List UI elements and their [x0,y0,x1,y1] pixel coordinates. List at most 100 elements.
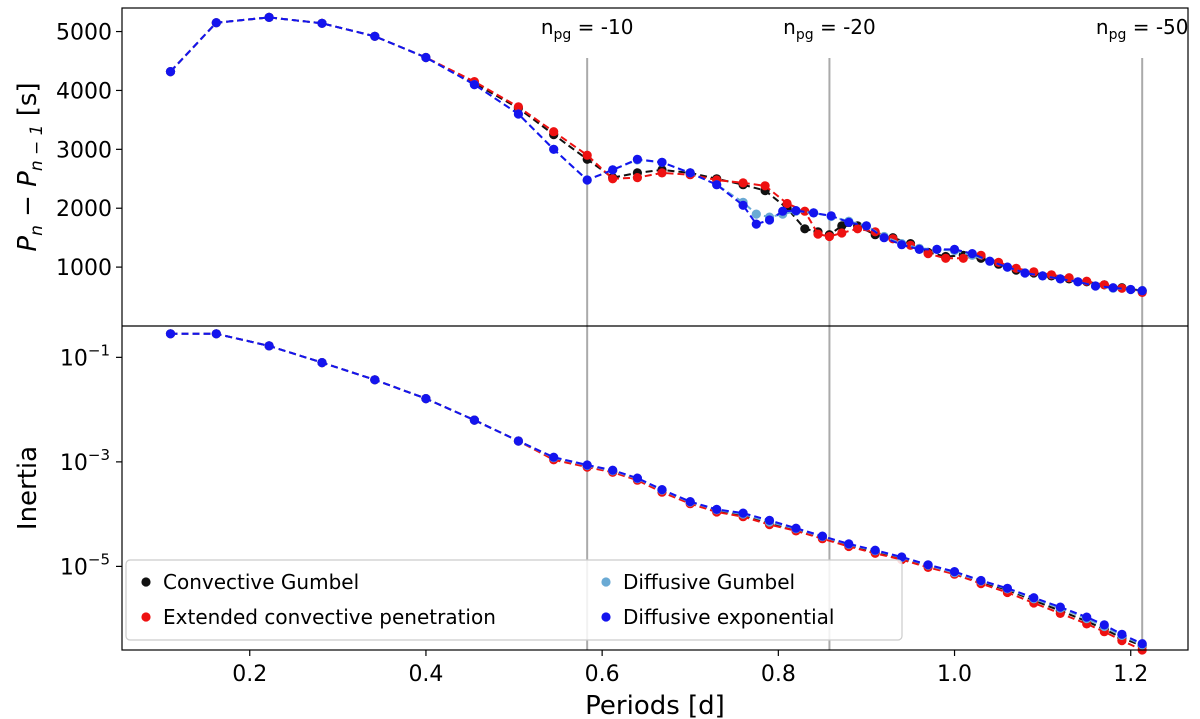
top-series-1-point-21 [837,221,847,231]
bottom-series-4-point-21 [897,552,907,562]
top-series-4-point-10 [608,165,618,175]
x-tick-label-4: 1.0 [937,662,972,687]
top-panel-series [165,12,1147,297]
top-series-4-point-22 [844,217,854,227]
top-series-2-point-16 [760,181,770,191]
top-series-4-point-28 [949,244,960,254]
top-series-4-point-12 [657,157,667,167]
top-series-2-line [169,16,1143,294]
top-series-4-point-13 [685,168,695,178]
top-series-2-point-37 [1117,283,1127,293]
top-series-4-point-9 [582,175,592,185]
top-series-4-point-29 [967,249,977,259]
bottom-series-4-point-4 [370,375,380,385]
top-series-4-point-0 [165,67,176,77]
top-series-4-point-30 [985,256,995,266]
top-series-2-point-7 [513,102,524,112]
bottom-series-4-point-24 [976,575,986,586]
top-series-4-point-24 [879,233,889,243]
bottom-series-4-point-13 [685,497,695,507]
top-series-4-line [169,16,1143,292]
bottom-series-4-line [170,332,1143,645]
top-series-2-point-26 [923,249,933,259]
top-series-2-point-22 [853,224,863,234]
x-tick-label-2: 0.6 [585,662,620,687]
top-series-4-point-3 [317,18,327,28]
bottom-series-4-point-11 [632,473,643,483]
top-series-4-point-19 [791,206,801,216]
top-series-4-point-20 [809,208,819,218]
top-series-4-point-39 [1137,286,1147,296]
top-series-4-point-2 [264,12,274,22]
top-series-4-point-25 [897,240,907,250]
top-series-4-point-7 [513,109,524,119]
bottom-series-4-point-6 [469,415,479,425]
top-series-4-point-11 [632,154,643,164]
top-series-4-point-16 [751,219,761,229]
bottom-series-4-point-8 [549,452,559,462]
top-y-tick-label-1: 2000 [56,197,112,222]
top-series-2-point-8 [549,127,559,137]
bottom-series-4-point-25 [1002,583,1013,593]
x-tick-label-5: 1.2 [1113,662,1148,687]
axes [116,7,1189,656]
x-tick-label-3: 0.8 [761,662,796,687]
top-series-4-point-14 [712,180,722,190]
top-series-2-point-15 [738,178,748,188]
top-series-4-point-38 [1126,284,1136,295]
axes-frame [121,7,1189,651]
top-series-4-point-23 [861,221,872,231]
bottom-series-4-point-9 [582,460,592,470]
axis-labels: npg = -10 npg = -20 npg = -50 0.2 0.4 0.6 0.8 1… [13,15,1188,719]
legend-marker-4 [601,612,611,622]
bottom-series-4-point-5 [421,394,431,404]
top-series-4-point-33 [1038,271,1048,281]
x-axis-title: Periods [d] [585,691,725,719]
vline-label-2: npg = -20 [783,15,876,43]
top-series-2-point-17 [782,198,792,209]
bottom-y-axis-title: Inertia [13,446,43,530]
bottom-series-2-line [170,332,1143,651]
bottom-series-4-point-31 [1137,639,1147,649]
legend-marker-2 [141,612,151,622]
top-series-4-point-26 [914,244,924,254]
bottom-series-4-point-26 [1029,593,1039,603]
bottom-series-4-point-18 [817,531,828,541]
bottom-series-4-point-20 [870,545,880,555]
top-series-4-point-34 [1055,274,1065,284]
top-series-2-point-19 [813,229,823,239]
bottom-series-4-point-28 [1082,612,1092,622]
top-series-4-point-15 [738,200,748,210]
bottom-series-4-point-30 [1117,629,1127,639]
bottom-series-4-point-23 [949,567,960,577]
bottom-series-4-point-16 [764,515,775,526]
top-series-1-line [169,16,1143,292]
top-series-2-point-18 [800,206,810,216]
top-series-2-point-20 [824,231,835,242]
legend: Convective Gumbel Extended convective pen… [125,559,903,641]
bottom-series-4-point-14 [712,504,722,514]
bottom-series-4-point-3 [317,358,327,368]
top-series-4-point-35 [1073,277,1083,287]
bottom-series-4-point-22 [923,560,933,570]
vline-label-1: npg = -10 [541,15,634,43]
bottom-series-4-point-2 [264,341,274,351]
top-y-tick-label-2: 3000 [56,138,112,163]
top-series-4-point-1 [211,18,221,28]
bottom-y-tick-label-1: 10−3 [60,446,110,476]
top-series-2-point-10 [608,174,618,184]
legend-marker-1 [141,577,151,587]
bottom-series-4-point-12 [657,485,667,495]
top-series-4-point-21 [826,211,836,221]
bottom-series-4-point-17 [791,523,801,533]
bottom-series-4-point-15 [738,508,748,518]
legend-label-4: Diffusive exponential [623,605,834,629]
top-series-4-point-32 [1020,268,1030,278]
legend-label-1: Convective Gumbel [163,570,359,594]
top-series-1-point-18 [800,224,810,234]
top-series-4-point-17 [764,215,775,225]
top-series-4-point-6 [469,80,479,90]
top-series-2-point-28 [958,253,968,263]
bottom-series-4-point-1 [211,329,221,339]
bottom-y-tick-label-2: 10−5 [60,550,110,580]
